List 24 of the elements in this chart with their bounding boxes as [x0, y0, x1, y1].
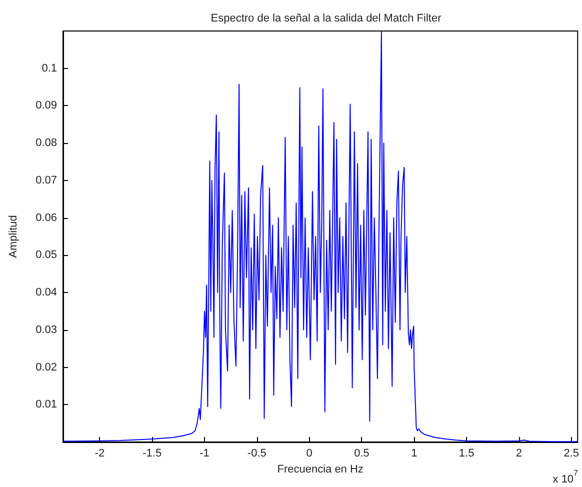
- x-tick-label: -1.5: [142, 448, 162, 460]
- line-series: [62, 31, 578, 442]
- y-tick-label: 0.04: [36, 286, 57, 299]
- y-tick-label: 0.05: [36, 249, 57, 262]
- x-tick-label: -2: [94, 448, 105, 460]
- x-tick-label: 0.5: [354, 448, 370, 460]
- y-axis-title: Amplitud: [8, 215, 20, 258]
- y-tick-label: 0.09: [36, 100, 57, 112]
- chart-title: Espectro de la señal a la salida del Match Filter: [210, 12, 442, 24]
- x-tick-label: 2: [516, 448, 522, 460]
- y-tick-label: 0.03: [36, 324, 57, 336]
- x-tick-label: 1.5: [458, 448, 474, 460]
- y-tick-label: 0.1: [42, 62, 57, 74]
- x-tick-label: 2.5: [564, 448, 580, 460]
- y-tick-label: 0.07: [36, 174, 57, 186]
- y-tick-label: 0.08: [36, 137, 57, 150]
- x-tick-label: -0.5: [247, 448, 266, 460]
- x-tick-label: 1: [411, 448, 418, 460]
- x-tick-label: 0: [306, 448, 312, 460]
- x-tick-label: -1: [200, 448, 210, 460]
- y-tick-label: 0.06: [36, 212, 57, 224]
- y-tick-label: 0.01: [36, 398, 57, 411]
- x-axis-title: Frecuencia en Hz: [277, 463, 364, 476]
- y-tick-label: 0.02: [36, 361, 57, 374]
